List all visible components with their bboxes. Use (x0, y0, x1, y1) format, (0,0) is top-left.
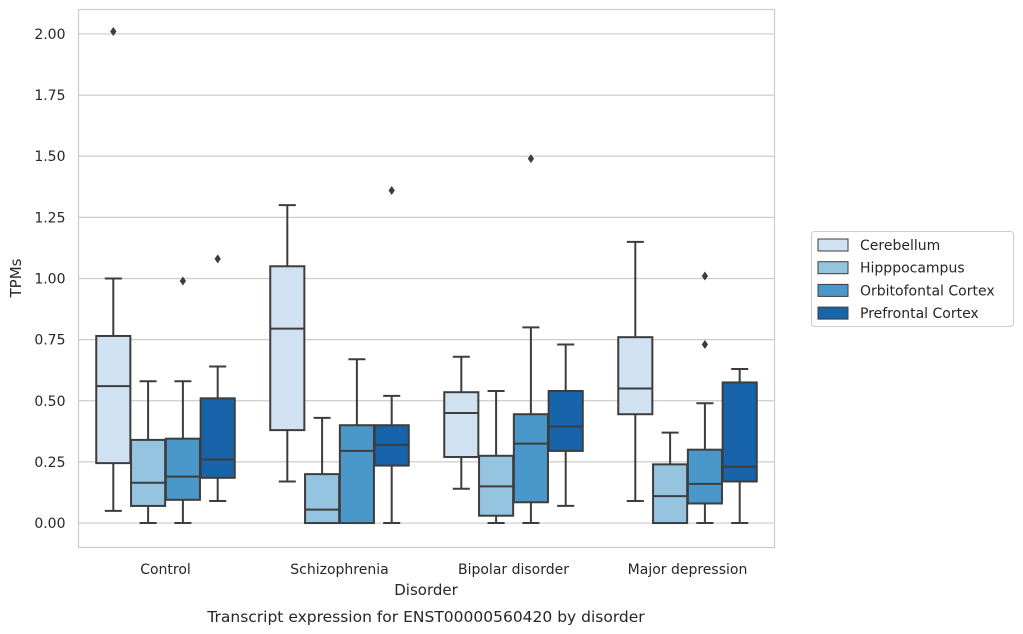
legend-swatch (817, 238, 849, 252)
box-prefrontal-cortex-0 (199, 254, 236, 503)
legend-label: Hipppocampus (860, 261, 965, 277)
legend-item: Prefrontal Cortex (817, 306, 979, 322)
box-iqr (686, 448, 723, 505)
legend-label: Prefrontal Cortex (860, 306, 979, 322)
legend: Cerebellum Hipppocampus Orbitofontal Corte… (811, 231, 1014, 327)
legend-label: Cerebellum (860, 238, 940, 254)
box-iqr (199, 397, 236, 479)
legend-swatch (817, 261, 849, 275)
box-hipppocampus-2 (478, 389, 515, 525)
x-tick-label: Control (140, 562, 191, 578)
box-orbitofontal-cortex-2 (512, 154, 549, 525)
x-tick-label: Major depression (628, 562, 748, 578)
y-tick-label: 0.50 (34, 394, 65, 410)
x-axis-label: Disorder (394, 581, 458, 599)
box-orbitofontal-cortex-0 (164, 276, 201, 525)
box-iqr (443, 391, 480, 459)
y-tick-label: 1.50 (34, 149, 65, 165)
y-axis-label: TPMs (7, 258, 25, 298)
box-iqr (652, 463, 689, 525)
boxes (95, 27, 758, 525)
legend-swatch (817, 306, 849, 320)
outlier-point (214, 254, 221, 264)
y-tick-label: 2.00 (34, 27, 65, 43)
box-orbitofontal-cortex-3 (686, 271, 723, 525)
plot-area-frame (77, 8, 776, 549)
y-tick-label: 1.25 (34, 210, 65, 226)
box-iqr (304, 473, 341, 525)
box-cerebellum-3 (617, 240, 654, 503)
box-cerebellum-0 (95, 27, 132, 512)
x-tick-label: Bipolar disorder (458, 562, 569, 578)
y-tick-label: 0.75 (34, 333, 65, 349)
box-iqr (721, 381, 758, 483)
outlier-point (388, 185, 395, 195)
box-prefrontal-cortex-1 (373, 185, 410, 525)
legend-label: Orbitofontal Cortex (860, 283, 995, 299)
box-iqr (130, 438, 167, 507)
legend-item: Cerebellum (817, 238, 940, 254)
box-cerebellum-1 (269, 204, 306, 483)
outlier-point (701, 271, 709, 281)
y-tick-label: 1.75 (34, 88, 65, 104)
box-orbitofontal-cortex-1 (338, 358, 375, 525)
box-iqr (164, 437, 201, 501)
box-iqr (269, 265, 306, 432)
legend-item: Hipppocampus (817, 261, 965, 277)
box-hipppocampus-1 (304, 416, 341, 525)
y-tick-label: 0.25 (34, 455, 65, 471)
box-iqr (547, 389, 584, 452)
outlier-point (110, 27, 117, 37)
x-tick-labels: Control Schizophrenia Bipolar disorder Majo… (140, 562, 747, 578)
outlier-point (179, 276, 187, 286)
y-tick-label: 0.00 (34, 516, 65, 532)
y-tick-labels: 0.00 0.25 0.50 0.75 1.00 1.25 1.50 1.75 2.00 (34, 27, 65, 532)
box-prefrontal-cortex-3 (721, 367, 758, 525)
y-tick-label: 1.00 (34, 272, 65, 288)
legend-item: Orbitofontal Cortex (817, 283, 995, 299)
box-iqr (338, 424, 375, 525)
outlier-point (527, 154, 535, 164)
outlier-point (701, 340, 709, 350)
box-iqr (512, 413, 549, 504)
legend-swatch (817, 283, 849, 297)
box-iqr (95, 334, 132, 465)
box-prefrontal-cortex-2 (547, 343, 584, 507)
box-hipppocampus-0 (130, 380, 167, 525)
box-cerebellum-2 (443, 355, 480, 490)
box-iqr (617, 336, 654, 416)
legend-frame (811, 231, 1014, 327)
chart-caption: Transcript expression for ENST0000056042… (206, 608, 645, 626)
box-hipppocampus-3 (652, 431, 689, 525)
x-tick-label: Schizophrenia (290, 562, 388, 578)
